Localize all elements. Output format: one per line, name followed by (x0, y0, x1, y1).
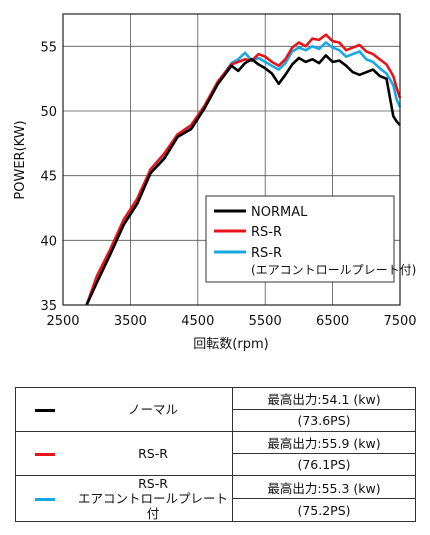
y-tick-label: 45 (40, 170, 57, 185)
table-row: ノーマル 最高出力:54.1 (kw) (15, 387, 416, 432)
y-tick-labels: 35 40 45 50 55 (40, 40, 57, 314)
legend-label-rsr-plate-note: (エアコントロールプレート付) (251, 263, 416, 277)
series-line-rsr (85, 33, 402, 306)
row-swatch-cell (15, 475, 74, 522)
swatch-normal (35, 409, 55, 412)
x-tick-label: 4500 (181, 314, 214, 329)
y-axis-label: POWER(KW) (13, 120, 28, 199)
x-tick-label: 7500 (383, 314, 416, 329)
ps-value: (76.1PS) (232, 453, 416, 476)
row-name: ノーマル (74, 387, 233, 432)
legend: NORMAL RS-R RS-R (エアコントロールプレート付) (205, 195, 416, 283)
power-summary-table: ノーマル 最高出力:54.1 (kw) (73.6PS) RS-R 最高出力:5… (15, 387, 416, 522)
table-row: RS-R 最高出力:55.9 (kw) (15, 431, 416, 476)
legend-label-normal: NORMAL (251, 205, 308, 220)
row-name-line1: RS-R (138, 446, 168, 461)
ps-value: (75.2PS) (232, 498, 416, 522)
y-tick-label: 40 (40, 234, 57, 249)
legend-label-rsr-plate: RS-R (251, 246, 282, 261)
ps-value: (73.6PS) (232, 409, 416, 432)
row-name-line1: RS-R (138, 476, 168, 491)
max-power: 最高出力:54.1 (kw) (232, 387, 416, 410)
row-swatch-cell (15, 387, 74, 432)
row-name: RS-R (74, 431, 233, 476)
y-tick-label: 50 (40, 105, 57, 120)
max-power: 最高出力:55.9 (kw) (232, 431, 416, 454)
row-name-line1: ノーマル (127, 402, 178, 417)
x-tick-label: 6500 (316, 314, 349, 329)
x-tick-labels: 2500 3500 4500 5500 6500 7500 (46, 314, 416, 329)
x-tick-label: 2500 (46, 314, 79, 329)
max-power: 最高出力:55.3 (kw) (232, 475, 416, 499)
legend-label-rsr: RS-R (251, 225, 282, 240)
y-tick-label: 35 (40, 299, 57, 314)
x-axis-label: 回転数(rpm) (193, 337, 268, 352)
swatch-rsr (35, 453, 55, 456)
y-tick-label: 55 (40, 40, 57, 55)
x-tick-label: 5500 (249, 314, 282, 329)
row-name: RS-R エアコントロールプレート付 (74, 475, 233, 522)
plot-frame (62, 13, 401, 306)
table-row: (75.2PS) (16, 498, 416, 522)
series-lines (85, 33, 402, 306)
x-tick-label: 3500 (114, 314, 147, 329)
swatch-rsr-plate (35, 498, 55, 501)
row-name-line2: エアコントロールプレート付 (78, 491, 229, 521)
table-row: RS-R エアコントロールプレート付 最高出力:55.3 (kw) (15, 475, 416, 522)
series-line-normal (85, 54, 401, 306)
row-swatch-cell (15, 431, 74, 476)
power-chart: 2500 3500 4500 5500 6500 7500 35 40 45 50 55 回転数(… (13, 13, 417, 352)
table-row: (76.1PS) (16, 453, 416, 476)
